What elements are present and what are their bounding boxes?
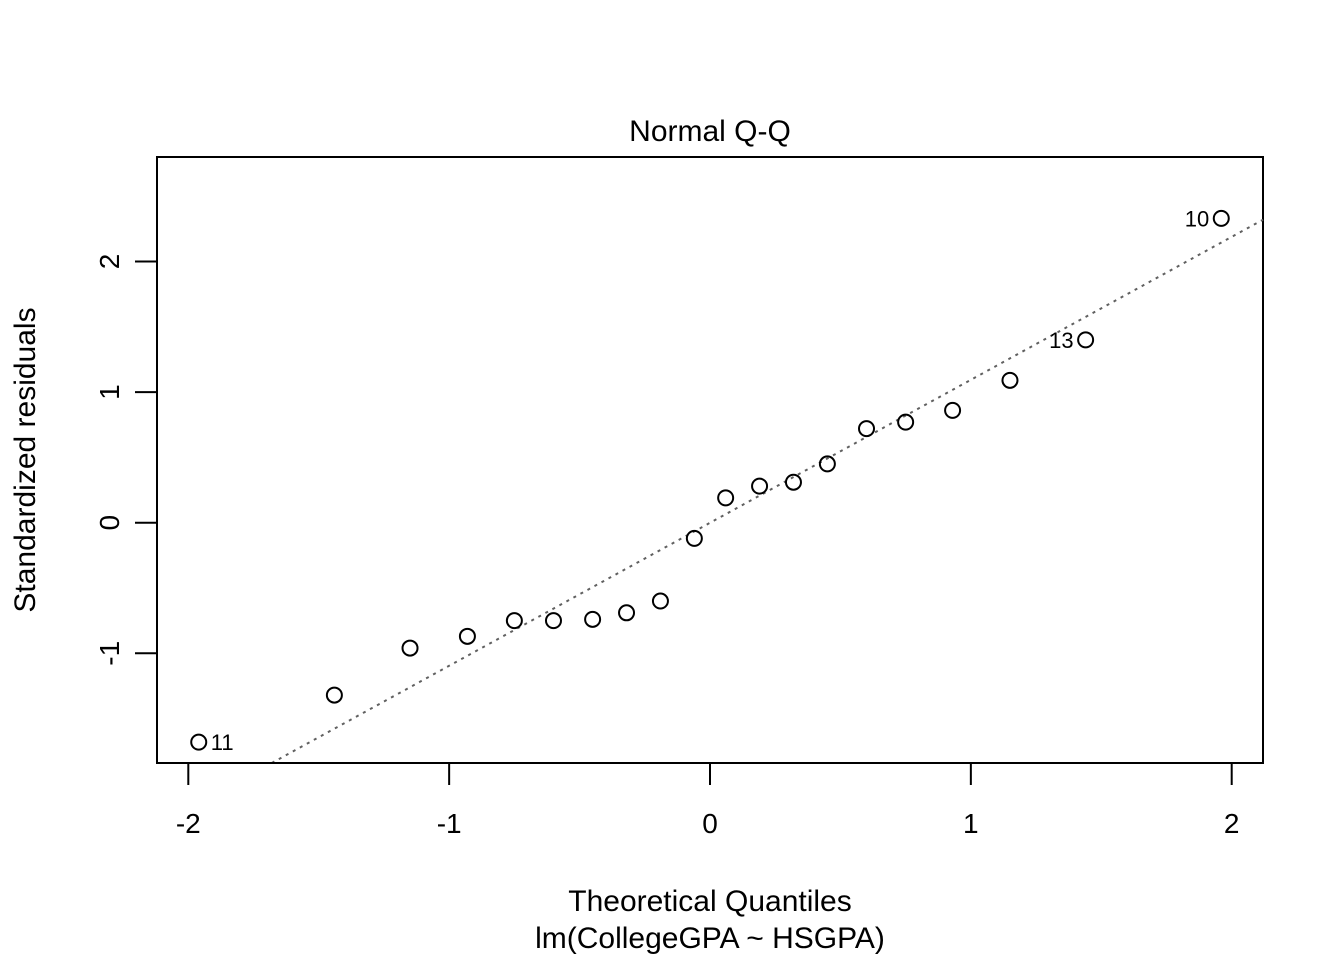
chart-title: Normal Q-Q (629, 115, 791, 148)
reference-line (271, 218, 1264, 764)
x-tick-label: -2 (176, 808, 201, 839)
y-tick-label: 2 (94, 254, 125, 270)
data-point (505, 612, 523, 630)
data-point (1001, 371, 1019, 389)
data-point (618, 604, 636, 622)
data-point (458, 627, 476, 645)
data-point (584, 610, 602, 628)
data-point (944, 401, 962, 419)
data-point (544, 612, 562, 630)
y-axis-title: Standardized residuals (9, 307, 42, 612)
data-point (325, 686, 343, 704)
point-label: 11 (211, 730, 234, 755)
y-tick-label: 0 (94, 515, 125, 531)
x-tick-label: 0 (702, 808, 718, 839)
x-tick-label: 2 (1224, 808, 1240, 839)
data-point (897, 413, 915, 431)
x-axis-title: Theoretical Quantiles (568, 885, 851, 918)
data-point (818, 455, 836, 473)
data-point (651, 592, 669, 610)
data-point (717, 489, 735, 507)
data-point (858, 420, 876, 438)
x-tick-label: 1 (963, 808, 979, 839)
data-point (1077, 331, 1095, 349)
data-point (1212, 209, 1230, 227)
data-point (784, 473, 802, 491)
data-point (751, 477, 769, 495)
x-tick-label: -1 (437, 808, 462, 839)
point-label: 13 (1049, 328, 1073, 353)
y-tick-label: -1 (94, 641, 125, 666)
data-point (190, 733, 208, 751)
data-point (685, 529, 703, 547)
plot-frame (156, 156, 1264, 764)
x-axis-subtitle: lm(CollegeGPA ~ HSGPA) (535, 922, 885, 955)
y-tick-label: 1 (94, 384, 125, 400)
point-label: 10 (1185, 206, 1209, 231)
data-point (401, 639, 419, 657)
